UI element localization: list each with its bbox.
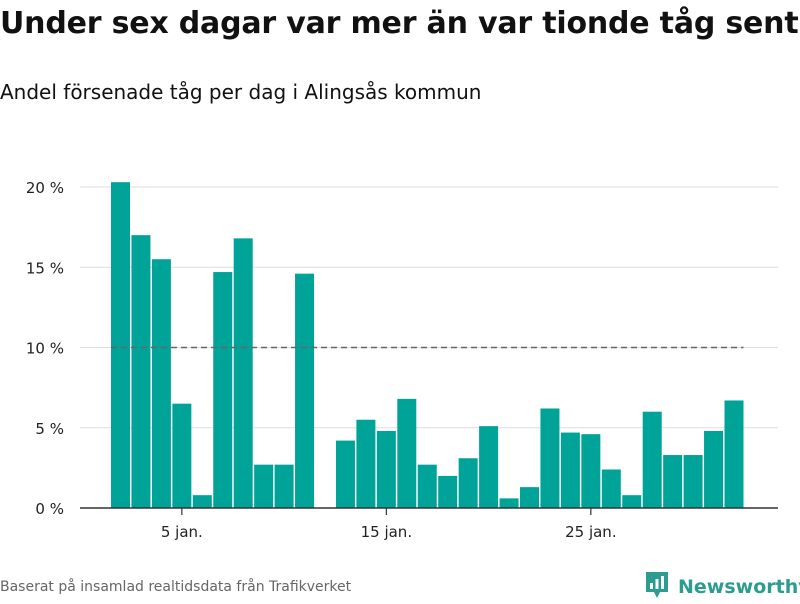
bar	[520, 487, 539, 508]
brand-name: Newsworthy	[678, 576, 800, 598]
bar	[438, 475, 458, 508]
bar	[704, 430, 724, 508]
y-tick-label: 20 %	[26, 179, 64, 197]
source-note: Baserat på insamlad realtidsdata från Tr…	[0, 579, 352, 595]
bar	[560, 432, 580, 508]
chart-subtitle: Andel försenade tåg per dag i Alingsås k…	[0, 80, 482, 104]
y-tick-label: 10 %	[26, 340, 64, 358]
bar	[642, 411, 662, 508]
bar	[663, 455, 683, 508]
bar	[417, 464, 437, 508]
bar	[458, 458, 478, 508]
newsworthy-logo[interactable]: Newsworthy	[644, 570, 800, 604]
bar	[499, 498, 519, 508]
y-tick-label: 5 %	[35, 420, 64, 438]
bars	[111, 182, 744, 509]
x-tick-label: 15 jan.	[361, 523, 413, 541]
bar	[151, 259, 171, 508]
bar	[479, 426, 499, 508]
bar	[274, 464, 294, 508]
newsworthy-icon	[644, 570, 670, 604]
bar	[111, 182, 130, 508]
bar	[601, 469, 621, 508]
x-tick-label: 25 jan.	[565, 523, 617, 541]
y-tick-label: 0 %	[35, 500, 64, 518]
bar	[172, 403, 192, 508]
bar	[192, 495, 212, 508]
y-tick-label: 15 %	[26, 259, 64, 277]
bar	[213, 272, 233, 508]
y-axis-tick-labels: 0 % 5 % 10 % 15 % 20 %	[26, 179, 64, 518]
bar	[356, 419, 376, 508]
bar	[335, 440, 355, 508]
bar	[131, 235, 151, 508]
bar	[254, 464, 274, 508]
bar	[581, 434, 601, 508]
bar	[376, 430, 396, 508]
bar	[295, 273, 315, 508]
bar	[683, 455, 703, 508]
grid-lines	[80, 186, 778, 429]
bar	[540, 408, 560, 508]
bar	[724, 400, 744, 508]
bar	[397, 398, 417, 508]
chart-title: Under sex dagar var mer än var tionde tå…	[0, 6, 799, 41]
x-tick-label: 5 jan.	[161, 523, 203, 541]
bar	[622, 495, 642, 508]
x-axis-ticks: 5 jan. 15 jan. 25 jan.	[161, 508, 617, 541]
bar	[233, 238, 253, 509]
